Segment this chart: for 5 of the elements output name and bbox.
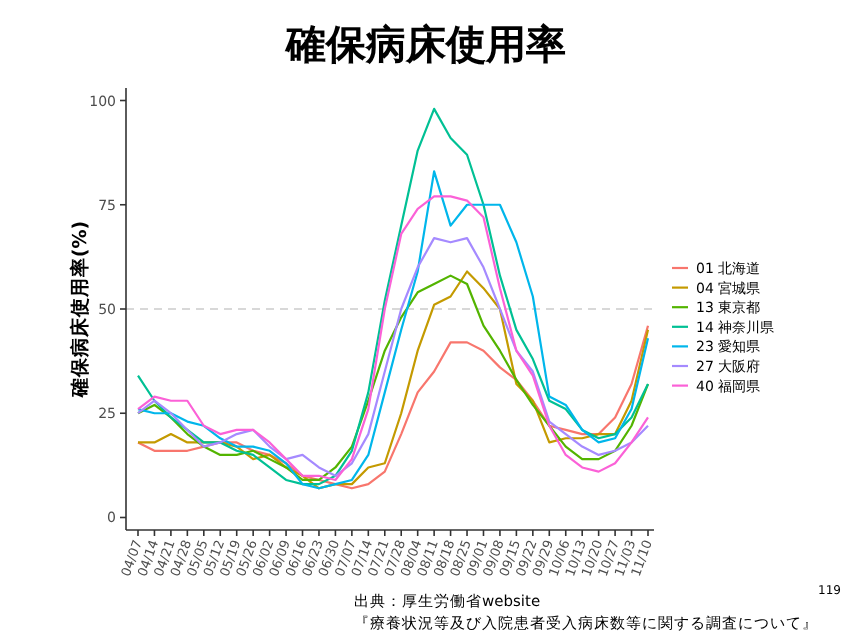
- line-series: [136, 324, 650, 490]
- line-series: [136, 237, 650, 477]
- y-axis-title: 確保病床使用率(%): [68, 220, 92, 400]
- chart-title: 確保病床使用率: [284, 20, 566, 68]
- line-series: [136, 107, 650, 486]
